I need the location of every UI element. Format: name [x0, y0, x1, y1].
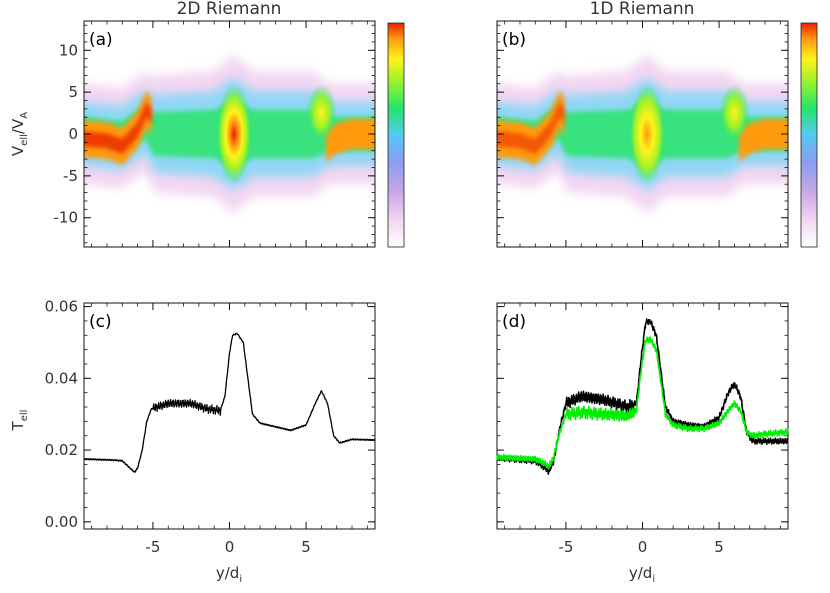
- heatmap-a-yellow-blob: [306, 83, 337, 143]
- axes-b: [496, 20, 789, 248]
- heatmap-b-orange-beam: [497, 90, 788, 165]
- ytick-label-c: 0.02: [45, 441, 78, 459]
- ylabel-v: Vell/VA: [9, 112, 30, 156]
- xtick-label-c: -5: [145, 538, 160, 556]
- heatmap-a-central-peak: [215, 83, 253, 185]
- plot-frame-c: [83, 302, 376, 530]
- heatmap-a-red-beam: [84, 101, 152, 155]
- ytick-label-a: -5: [63, 167, 78, 185]
- heatmap-b-yellow-blob: [719, 83, 750, 143]
- panel-label-b: (b): [502, 30, 526, 50]
- panel-label-a: (a): [89, 30, 113, 50]
- ytick-label-a: 0: [68, 125, 78, 143]
- colorbar-a: [387, 22, 405, 248]
- series-line-c-0: [83, 332, 376, 473]
- xtick-label-d: 0: [638, 538, 648, 556]
- axes-a: -10 -5 0 5 10: [54, 20, 376, 248]
- heatmap-a: [84, 55, 375, 213]
- axes-c: 0.00 0.02 0.04 0.06 -5 0 5: [45, 298, 376, 556]
- panel-b-title: 1D Riemann: [590, 0, 695, 19]
- axes-d: -5 0 5: [496, 302, 789, 556]
- ytick-label-c: 0.04: [45, 369, 78, 387]
- xlabel-d: y/di: [629, 564, 655, 585]
- ytick-label-a: 10: [59, 41, 78, 59]
- xtick-label-d: 5: [714, 538, 724, 556]
- ylabel-t: Tell: [9, 410, 30, 432]
- colorbar-b: [800, 22, 818, 248]
- panel-label-c: (c): [89, 312, 112, 332]
- ytick-label-c: 0.06: [45, 298, 78, 316]
- panel-label-d: (d): [502, 312, 526, 332]
- ytick-label-c: 0.00: [45, 513, 78, 531]
- xtick-label-c: 5: [301, 538, 311, 556]
- ytick-label-a: 5: [68, 83, 78, 101]
- xlabel-c: y/di: [216, 564, 242, 585]
- series-line-d-1: [496, 336, 789, 470]
- xtick-label-c: 0: [225, 538, 235, 556]
- panel-a-title: 2D Riemann: [177, 0, 282, 19]
- ytick-label-a: -10: [54, 209, 79, 227]
- heatmap-b-red-beam: [497, 101, 565, 155]
- heatmap-a-orange-beam: [84, 90, 375, 165]
- heatmap-b: [497, 55, 788, 213]
- series-line-d-0: [496, 318, 789, 475]
- xtick-label-d: -5: [558, 538, 573, 556]
- heatmap-b-central-peak: [628, 83, 666, 185]
